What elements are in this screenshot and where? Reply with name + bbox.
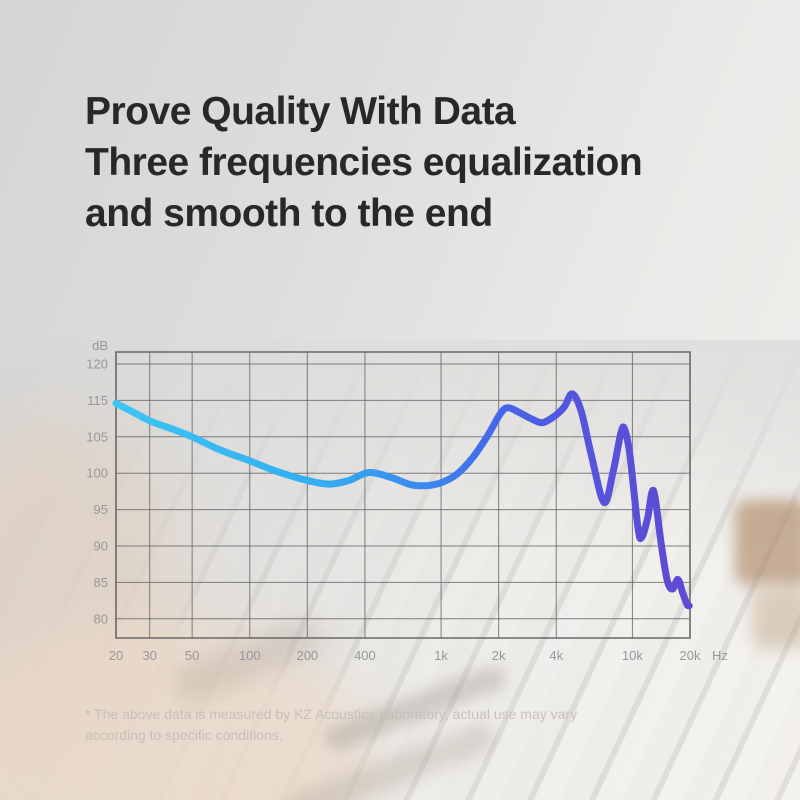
y-axis-labels: dB 120 115 105 100 95 90 85 80 (86, 338, 108, 626)
chart-grid (115, 351, 691, 639)
headline: Prove Quality With Data Three frequencie… (85, 86, 643, 239)
svg-text:80: 80 (94, 611, 108, 626)
piano-wood-edge-lower (752, 588, 800, 648)
svg-text:dB: dB (92, 338, 108, 353)
frequency-response-chart: dB 120 115 105 100 95 90 85 80 20 30 50 100 200 400 1k… (86, 338, 728, 663)
svg-text:200: 200 (296, 648, 318, 663)
svg-text:100: 100 (239, 648, 261, 663)
svg-text:120: 120 (86, 357, 108, 372)
svg-text:105: 105 (86, 429, 108, 444)
footnote-line2: according to specific conditions. (85, 727, 283, 743)
svg-text:2k: 2k (492, 648, 506, 663)
svg-text:85: 85 (94, 575, 108, 590)
headline-line3: and smooth to the end (85, 192, 493, 235)
svg-text:10k: 10k (622, 648, 643, 663)
piano-wood-edge (735, 500, 800, 585)
svg-text:95: 95 (94, 502, 108, 517)
x-axis-labels: 20 30 50 100 200 400 1k 2k 4k 10k 20k Hz (109, 648, 728, 663)
svg-text:400: 400 (354, 648, 376, 663)
svg-text:1k: 1k (434, 648, 448, 663)
svg-text:4k: 4k (549, 648, 563, 663)
svg-text:Hz: Hz (712, 648, 728, 663)
svg-text:100: 100 (86, 466, 108, 481)
svg-text:20k: 20k (680, 648, 701, 663)
headline-line1: Prove Quality With Data (85, 90, 516, 133)
svg-text:20: 20 (109, 648, 123, 663)
svg-text:30: 30 (142, 648, 156, 663)
svg-text:90: 90 (94, 539, 108, 554)
footnote: * The above data is measured by KZ Acous… (85, 704, 577, 746)
footnote-line1: * The above data is measured by KZ Acous… (85, 706, 578, 722)
response-curve (112, 390, 693, 610)
svg-text:115: 115 (87, 393, 108, 408)
svg-text:50: 50 (185, 648, 199, 663)
headline-line2: Three frequencies equalization (85, 141, 643, 184)
